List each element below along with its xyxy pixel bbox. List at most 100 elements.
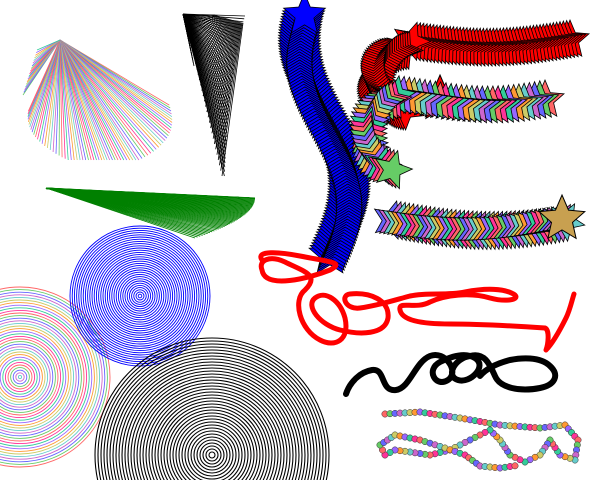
- circle-ring: [115, 358, 309, 480]
- circle-ring: [76, 232, 204, 360]
- fan-line: [202, 18, 230, 97]
- fan-line: [198, 18, 227, 81]
- fan-line: [219, 22, 242, 166]
- circle-ring: [172, 415, 252, 480]
- fan-line: [59, 39, 173, 126]
- circle-ring: [124, 280, 156, 312]
- circle-ring: [103, 346, 321, 480]
- fan-line: [205, 19, 232, 107]
- circle-ring: [4, 361, 36, 393]
- star: [282, 0, 327, 34]
- rainbow-dotted-scribble: [376, 408, 582, 472]
- fan-line: [59, 39, 140, 161]
- circle-ring: [106, 349, 318, 480]
- circle-ring: [0, 312, 85, 442]
- red-scribble: [258, 250, 577, 353]
- fan-line: [210, 20, 235, 129]
- circle-ring: [196, 439, 228, 471]
- fan-line: [65, 188, 256, 199]
- circle-ring: [71, 227, 209, 365]
- fan-line: [59, 39, 72, 161]
- fan-line: [215, 21, 239, 150]
- circle-ring: [139, 382, 285, 480]
- circle-ring: [0, 338, 59, 416]
- fan-line: [59, 39, 157, 150]
- fan-line: [59, 39, 84, 161]
- fan-line: [59, 39, 97, 161]
- circle-ring: [205, 448, 219, 462]
- circle-ring: [131, 287, 149, 305]
- fan-line: [191, 16, 221, 49]
- fan-line: [59, 39, 166, 141]
- black-fan: [182, 13, 246, 177]
- star: [374, 149, 414, 190]
- circle-ring: [0, 302, 95, 452]
- fan-line: [221, 22, 244, 177]
- fan-line: [59, 39, 168, 139]
- circle-ring: [166, 409, 258, 480]
- circle-ring: [202, 445, 222, 465]
- circle-ring: [12, 369, 28, 385]
- circle-ring: [0, 291, 106, 463]
- circle-ring: [135, 291, 145, 301]
- circle-ring: [127, 370, 297, 480]
- fan-line: [207, 19, 234, 118]
- fan-line: [182, 13, 232, 91]
- circle-ring: [148, 391, 276, 480]
- circle-ring: [80, 236, 200, 356]
- circle-ring: [122, 278, 158, 314]
- fan-line: [214, 21, 238, 145]
- fan-line: [59, 39, 66, 159]
- fan-line: [197, 17, 226, 75]
- fan-line: [59, 39, 100, 161]
- fan-line: [47, 39, 61, 149]
- fan-line: [59, 39, 149, 156]
- fan-line: [59, 39, 78, 161]
- fan-line: [59, 39, 87, 161]
- circle-ring: [111, 267, 169, 325]
- circle-ring: [0, 335, 62, 419]
- circle-ring: [0, 315, 82, 439]
- fan-line: [59, 39, 81, 161]
- fan-line: [41, 39, 61, 144]
- fan-line: [216, 21, 240, 155]
- circle-ring: [0, 348, 49, 406]
- fan-line: [59, 39, 103, 161]
- circle-ring: [126, 282, 154, 310]
- circle-ring: [97, 340, 327, 480]
- circle-ring: [137, 293, 143, 299]
- circle-ring: [93, 249, 187, 343]
- circle-ring: [0, 325, 72, 429]
- fan-line: [59, 39, 113, 161]
- fan-line: [185, 14, 217, 22]
- fan-line: [182, 13, 237, 56]
- fan-line: [58, 39, 61, 156]
- fan-line: [182, 13, 236, 63]
- circle-ring: [0, 343, 54, 411]
- fan-line: [59, 39, 111, 161]
- fan-line: [182, 13, 195, 67]
- fan-line: [220, 22, 243, 171]
- circle-ring: [102, 258, 178, 334]
- rainbow-fan: [22, 39, 173, 161]
- fan-line: [188, 15, 219, 38]
- fan-line: [192, 16, 222, 54]
- circle-ring: [0, 307, 90, 447]
- fan-line: [201, 18, 229, 91]
- fan-line: [59, 39, 172, 129]
- fan-line: [59, 39, 134, 161]
- fan-line: [44, 39, 61, 147]
- black-concentric-circles: [94, 337, 330, 480]
- fan-line: [196, 17, 225, 70]
- fan-line: [59, 39, 152, 154]
- circle-ring: [163, 406, 261, 480]
- dot: [511, 462, 519, 470]
- fan-line: [59, 39, 105, 161]
- circle-ring: [142, 385, 282, 480]
- circle-ring: [0, 341, 56, 413]
- circle-ring: [115, 271, 165, 321]
- rainbow-concentric-circles: [0, 286, 111, 468]
- circle-ring: [160, 403, 264, 480]
- circle-ring: [0, 304, 93, 450]
